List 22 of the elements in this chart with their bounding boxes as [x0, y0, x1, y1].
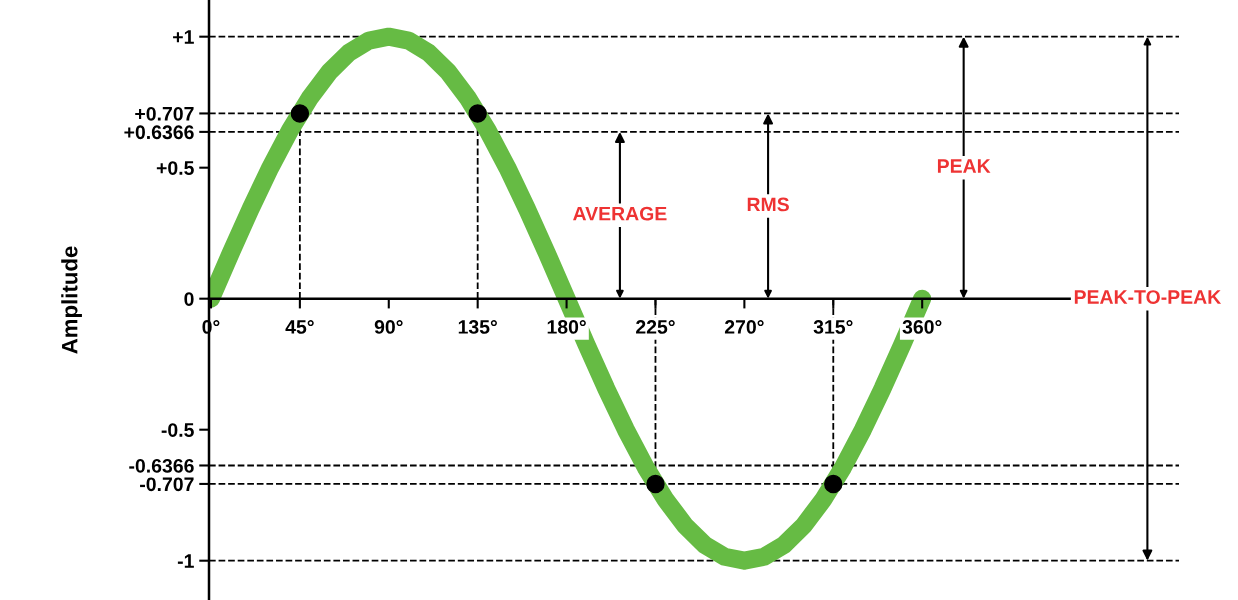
y-tick-label: -0.6366 [129, 458, 194, 473]
y-tick-label: +0.707 [135, 106, 194, 121]
annotation: PEAK [937, 159, 991, 173]
x-tick-label: 270° [724, 320, 764, 334]
y-tick-label: -1 [177, 554, 194, 568]
x-tick-label: 180° [547, 320, 586, 334]
annotation: PEAK-TO-PEAK [1074, 290, 1222, 304]
x-tick-label: 45° [285, 320, 314, 334]
y-tick-label: 0 [184, 292, 194, 306]
y-tick-label: +0.5 [156, 161, 194, 175]
y-tick-label: +1 [173, 30, 194, 44]
annotation: RMS [747, 197, 789, 212]
y-tick-label: -0.5 [161, 423, 194, 437]
x-tick-label: 225° [636, 320, 675, 334]
x-tick-label: 315° [813, 320, 853, 334]
x-tick-label: 360° [902, 320, 942, 334]
y-tick-label: +0.6366 [124, 125, 194, 140]
annotation: AVERAGE [573, 206, 667, 221]
y-tick-label: -0.707 [140, 477, 194, 492]
y-axis-title: Amplitude [61, 246, 82, 354]
x-tick-label: 135° [458, 320, 497, 334]
x-tick-label: 90° [374, 320, 403, 334]
